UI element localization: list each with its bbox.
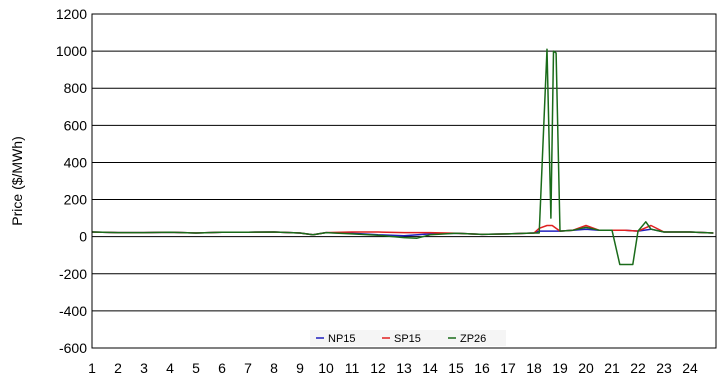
x-tick-label: 21 [604,360,620,376]
y-tick-label: 1200 [56,6,87,22]
x-tick-label: 4 [166,360,174,376]
x-tick-label: 17 [500,360,516,376]
x-tick-labels: 1 2 3 4 5 6 7 8 9 10 11 12 13 14 15 16 17 18 19 20 21 22 23 24 [88,360,698,376]
x-tick-label: 20 [578,360,594,376]
x-tick-label: 1 [88,360,96,376]
x-tick-label: 13 [396,360,412,376]
legend-entry: SP15 [394,333,421,345]
x-tick-label: 9 [296,360,304,376]
series-line-zp26 [91,48,714,266]
x-tick-label: 16 [474,360,490,376]
series-lines [91,48,714,266]
legend-box [310,330,506,346]
y-axis-label: Price ($/MWh) [9,136,25,225]
x-tick-label: 6 [218,360,226,376]
x-tick-label: 19 [552,360,568,376]
y-tick-label: 1000 [56,43,87,59]
x-tick-label: 11 [345,360,360,376]
x-tick-label: 22 [630,360,646,376]
x-tick-label: 8 [270,360,278,376]
x-tick-label: 23 [656,360,672,376]
y-tick-label: -400 [59,303,87,319]
x-tick-label: 10 [318,360,334,376]
y-tick-label: 600 [64,117,88,133]
y-tick-label: 800 [64,80,88,96]
x-tick-label: 14 [422,360,438,376]
x-tick-label: 5 [192,360,200,376]
gridlines [92,13,716,349]
x-tick-label: 15 [448,360,464,376]
x-tick-label: 24 [682,360,698,376]
x-tick-label: 2 [114,360,122,376]
y-tick-labels: -600 -400 -200 0 200 400 600 800 1000 1200 [56,6,87,356]
x-tick-label: 18 [526,360,542,376]
y-tick-label: -600 [59,340,87,356]
y-tick-label: 0 [79,229,87,245]
y-tick-label: 400 [64,154,88,170]
legend-entry: NP15 [328,333,356,345]
y-tick-label: -200 [59,266,87,282]
y-tick-label: 200 [64,192,88,208]
x-tick-label: 7 [244,360,252,376]
plot-frame [91,13,717,349]
x-tick-label: 12 [370,360,386,376]
x-tick-label: 3 [140,360,148,376]
legend-entry: ZP26 [460,333,486,345]
legend: NP15 SP15 ZP26 [310,330,506,346]
